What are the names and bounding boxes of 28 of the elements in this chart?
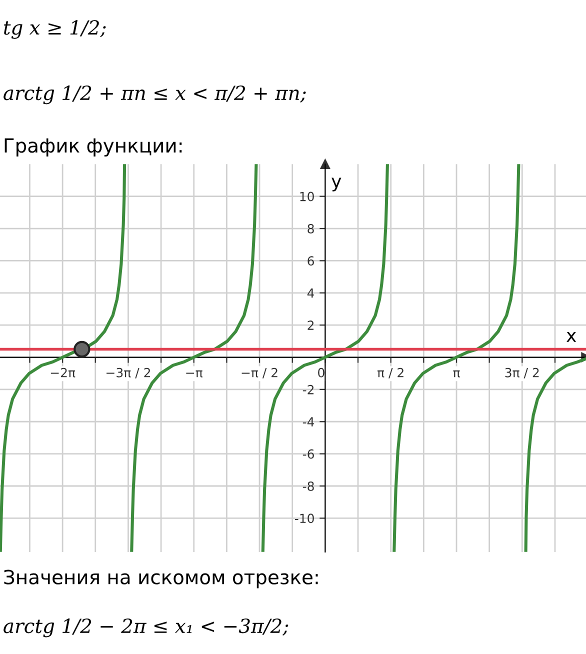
text: tg x ≥ 1/2; xyxy=(4,20,106,39)
y-tick-label: 6 xyxy=(308,256,314,266)
text: Значения на искомом отрезке: xyxy=(4,570,318,588)
text: arctg 1/2 + πn ≤ x < π/2 + πn; xyxy=(4,85,306,104)
text: График функции: xyxy=(4,138,182,157)
y-tick-label: -8 xyxy=(302,481,314,491)
line-series xyxy=(392,164,520,552)
x-tick-label: π / 2 xyxy=(377,368,404,378)
x-tick-label: π xyxy=(453,370,460,378)
text: arctg 1/2 − 2π ≤ x₁ < −3π/2; xyxy=(4,618,288,638)
x-tick-label: −π / 2 xyxy=(242,368,278,378)
y-tick-label: 8 xyxy=(308,224,314,234)
x-tick-label: −3π / 2 xyxy=(106,368,150,378)
x-tick-label: −2π xyxy=(50,368,76,378)
x-axis-title: x xyxy=(566,332,576,342)
line-series xyxy=(261,164,389,552)
y-tick-label: 4 xyxy=(307,288,314,298)
x-tick-label: −π xyxy=(186,370,203,378)
y-tick-label: 2 xyxy=(308,320,314,330)
y-axis-title: y xyxy=(332,178,342,192)
x-tick-label: 0 xyxy=(318,368,324,378)
y-tick-label: -10 xyxy=(294,514,314,524)
y-tick-label: 10 xyxy=(300,192,314,202)
y-tick-label: -6 xyxy=(302,449,314,459)
y-tick-label: -2 xyxy=(302,384,314,394)
line-series xyxy=(130,164,258,552)
y-tick-label: -4 xyxy=(302,417,314,426)
x-tick-label: 3π / 2 xyxy=(505,368,539,378)
